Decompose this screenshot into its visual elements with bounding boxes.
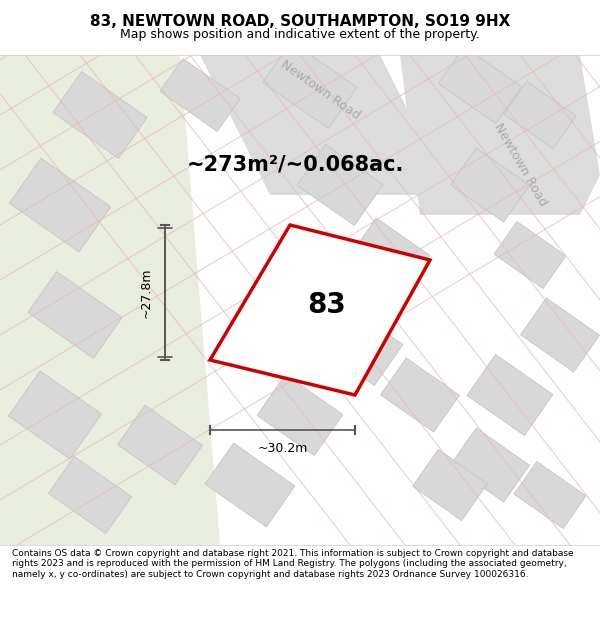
Polygon shape — [317, 304, 403, 386]
Text: Map shows position and indicative extent of the property.: Map shows position and indicative extent… — [120, 28, 480, 41]
Polygon shape — [0, 55, 220, 545]
Polygon shape — [205, 443, 295, 527]
Text: ~27.8m: ~27.8m — [140, 268, 153, 318]
Polygon shape — [10, 158, 110, 252]
Polygon shape — [263, 42, 357, 128]
Polygon shape — [467, 354, 553, 436]
Polygon shape — [350, 218, 430, 292]
Polygon shape — [210, 225, 430, 395]
Polygon shape — [514, 461, 586, 529]
Polygon shape — [504, 81, 576, 149]
Polygon shape — [494, 221, 566, 289]
Polygon shape — [451, 428, 530, 502]
Polygon shape — [160, 59, 240, 131]
Polygon shape — [400, 55, 600, 215]
Text: ~273m²/~0.068ac.: ~273m²/~0.068ac. — [187, 155, 404, 175]
Polygon shape — [439, 46, 521, 124]
Polygon shape — [200, 55, 450, 195]
Text: 83: 83 — [307, 291, 346, 319]
Text: 83, NEWTOWN ROAD, SOUTHAMPTON, SO19 9HX: 83, NEWTOWN ROAD, SOUTHAMPTON, SO19 9HX — [90, 14, 510, 29]
Polygon shape — [297, 144, 383, 226]
Text: Newtown Road: Newtown Road — [278, 58, 362, 122]
Polygon shape — [118, 405, 202, 485]
Polygon shape — [413, 449, 487, 521]
Polygon shape — [380, 358, 460, 432]
Polygon shape — [28, 272, 122, 358]
Text: Contains OS data © Crown copyright and database right 2021. This information is : Contains OS data © Crown copyright and d… — [12, 549, 574, 579]
Polygon shape — [451, 148, 530, 222]
Polygon shape — [49, 456, 131, 534]
Polygon shape — [8, 371, 101, 459]
Text: Newtown Road: Newtown Road — [491, 121, 549, 209]
Text: ~30.2m: ~30.2m — [257, 442, 308, 455]
Polygon shape — [520, 298, 599, 372]
Polygon shape — [257, 374, 343, 456]
Polygon shape — [53, 72, 147, 158]
